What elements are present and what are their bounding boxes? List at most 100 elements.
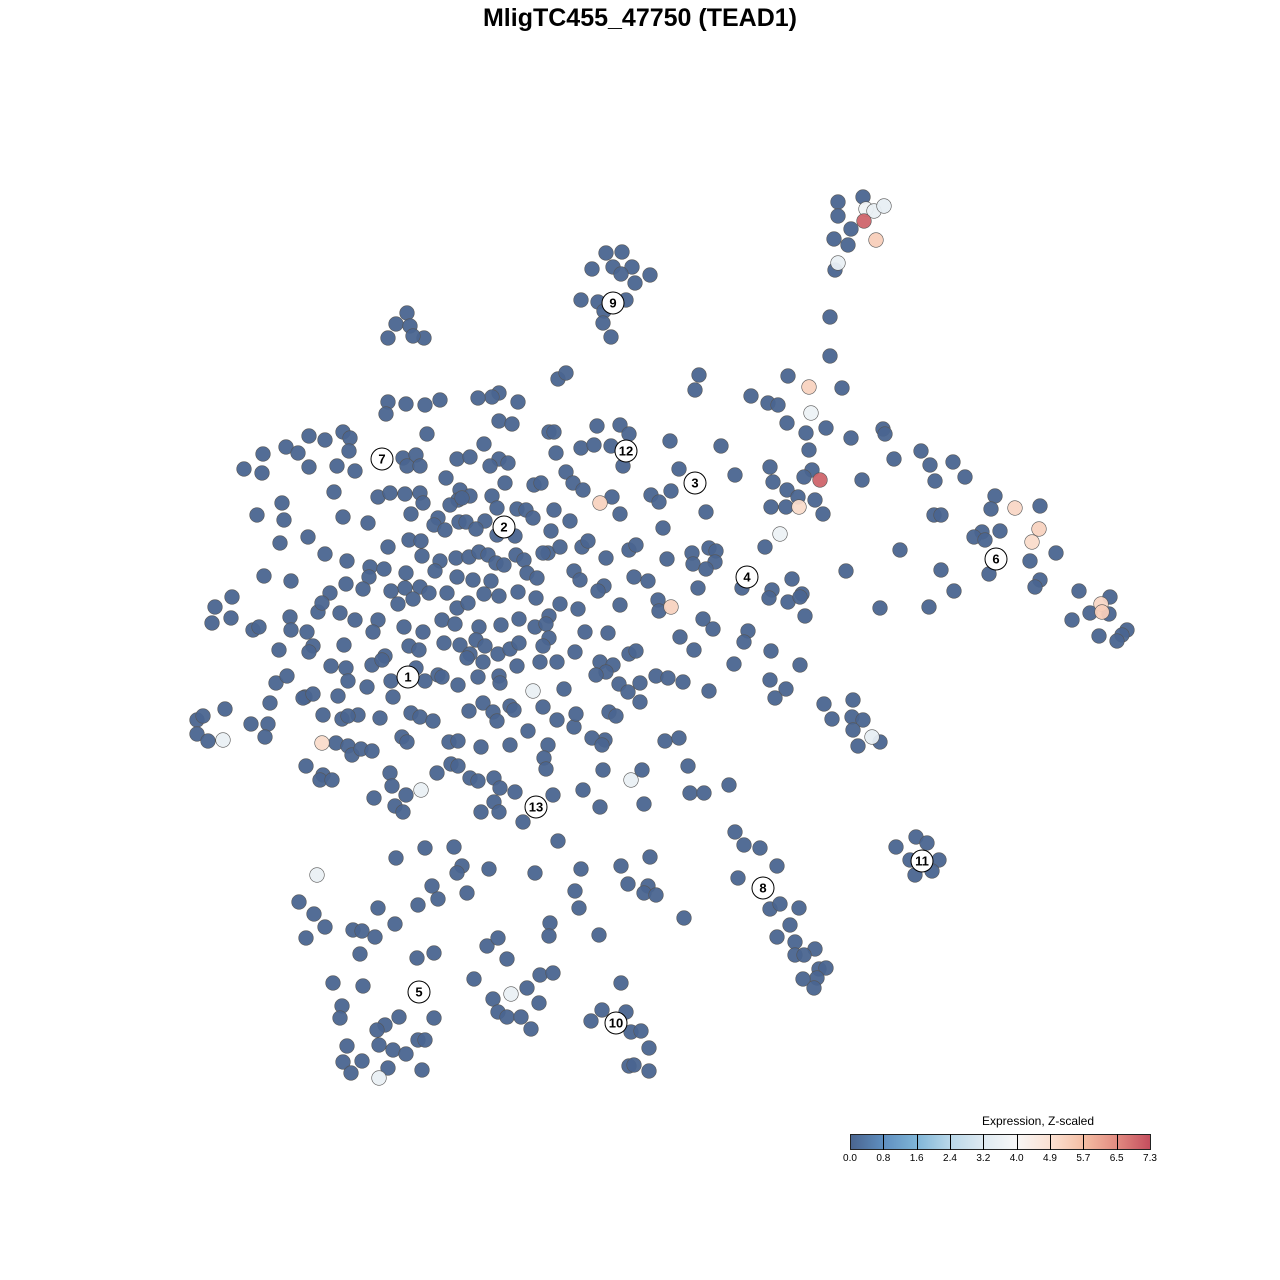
data-point bbox=[727, 824, 743, 840]
data-point bbox=[274, 495, 290, 511]
data-point bbox=[626, 1057, 642, 1073]
chart-title: MligTC455_47750 (TEAD1) bbox=[482, 4, 797, 32]
data-point bbox=[249, 507, 265, 523]
data-point bbox=[417, 1032, 433, 1048]
data-point bbox=[640, 573, 656, 589]
data-point bbox=[779, 415, 795, 431]
data-point bbox=[535, 699, 551, 715]
data-point bbox=[217, 701, 233, 717]
data-point bbox=[271, 642, 287, 658]
data-point bbox=[913, 443, 929, 459]
data-point bbox=[583, 1013, 599, 1029]
data-point bbox=[465, 572, 481, 588]
data-point bbox=[434, 669, 450, 685]
data-point bbox=[636, 796, 652, 812]
data-point bbox=[628, 537, 644, 553]
data-point bbox=[573, 440, 589, 456]
data-point bbox=[826, 231, 842, 247]
data-point bbox=[541, 928, 557, 944]
data-point bbox=[1031, 521, 1047, 537]
data-point bbox=[388, 316, 404, 332]
data-point bbox=[413, 782, 429, 798]
data-point bbox=[342, 430, 358, 446]
cluster-label: 8 bbox=[751, 876, 775, 900]
data-point bbox=[365, 624, 381, 640]
data-point bbox=[430, 891, 446, 907]
data-point bbox=[727, 467, 743, 483]
data-point bbox=[803, 405, 819, 421]
cluster-label-text: 1 bbox=[404, 670, 411, 685]
data-point bbox=[491, 588, 507, 604]
data-point bbox=[845, 722, 861, 738]
data-point bbox=[592, 495, 608, 511]
data-point bbox=[590, 583, 606, 599]
data-point bbox=[538, 616, 554, 632]
data-point bbox=[520, 723, 536, 739]
data-point bbox=[614, 244, 630, 260]
data-point bbox=[763, 643, 779, 659]
data-point bbox=[421, 585, 437, 601]
data-point bbox=[432, 392, 448, 408]
data-point bbox=[355, 978, 371, 994]
data-point bbox=[642, 849, 658, 865]
data-point bbox=[627, 275, 643, 291]
data-point bbox=[236, 461, 252, 477]
cluster-label-text: 13 bbox=[529, 800, 543, 815]
data-point bbox=[396, 619, 412, 635]
data-point bbox=[424, 878, 440, 894]
data-point bbox=[473, 804, 489, 820]
data-point bbox=[801, 379, 817, 395]
data-point bbox=[556, 681, 572, 697]
data-point bbox=[730, 870, 746, 886]
data-point bbox=[224, 589, 240, 605]
data-point bbox=[535, 638, 551, 654]
data-point bbox=[876, 198, 892, 214]
data-point bbox=[736, 837, 752, 853]
legend-tick-label: 0.8 bbox=[876, 1153, 891, 1164]
data-point bbox=[466, 971, 482, 987]
data-point bbox=[484, 389, 500, 405]
data-point bbox=[340, 673, 356, 689]
data-point bbox=[546, 424, 562, 440]
data-point bbox=[438, 470, 454, 486]
data-point bbox=[410, 897, 426, 913]
data-point bbox=[824, 711, 840, 727]
data-point bbox=[620, 876, 636, 892]
data-point bbox=[519, 980, 535, 996]
data-point bbox=[255, 446, 271, 462]
data-point bbox=[417, 840, 433, 856]
data-point bbox=[479, 938, 495, 954]
data-point bbox=[778, 681, 794, 697]
cluster-label-text: 5 bbox=[415, 985, 422, 1000]
cluster-label-badge bbox=[396, 665, 420, 689]
data-point bbox=[598, 550, 614, 566]
data-point bbox=[795, 971, 811, 987]
data-point bbox=[856, 213, 872, 229]
data-point bbox=[476, 436, 492, 452]
data-point bbox=[573, 292, 589, 308]
cluster-label: 6 bbox=[984, 547, 1008, 571]
data-point bbox=[385, 689, 401, 705]
data-point bbox=[957, 469, 973, 485]
data-point bbox=[317, 546, 333, 562]
data-point bbox=[506, 702, 522, 718]
data-point bbox=[845, 692, 861, 708]
data-point bbox=[329, 458, 345, 474]
data-point bbox=[705, 621, 721, 637]
data-point bbox=[868, 232, 884, 248]
data-point bbox=[412, 458, 428, 474]
cluster-label: 13 bbox=[524, 795, 548, 819]
data-point bbox=[743, 388, 759, 404]
data-point bbox=[682, 785, 698, 801]
data-point bbox=[527, 865, 543, 881]
data-point bbox=[983, 501, 999, 517]
data-point bbox=[370, 900, 386, 916]
data-point bbox=[387, 916, 403, 932]
data-point bbox=[598, 245, 614, 261]
data-point bbox=[761, 590, 777, 606]
cluster-label-text: 6 bbox=[992, 552, 999, 567]
data-point bbox=[641, 1063, 657, 1079]
cluster-label-text: 7 bbox=[378, 452, 385, 467]
data-point bbox=[807, 492, 823, 508]
data-point bbox=[757, 539, 773, 555]
